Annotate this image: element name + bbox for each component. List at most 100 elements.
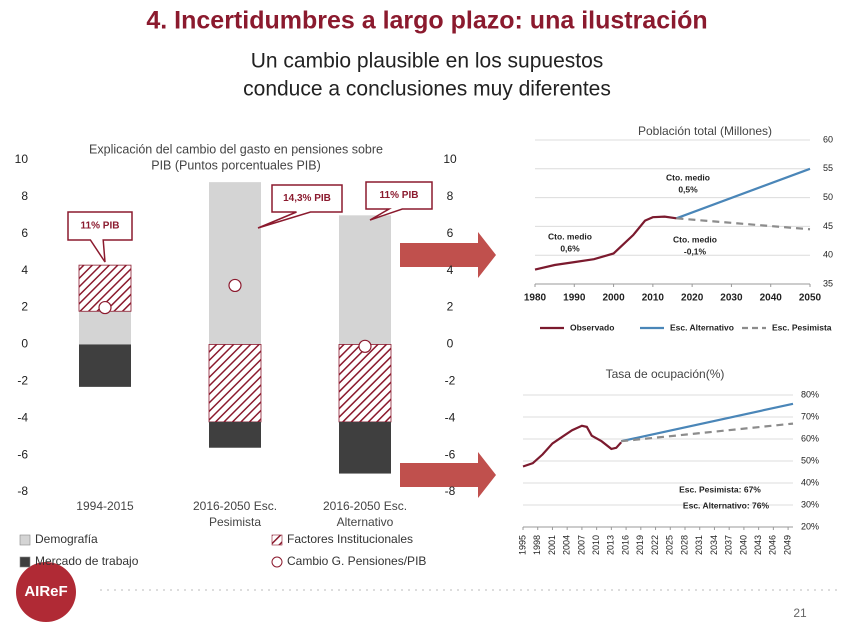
y-tick-label: 60 <box>823 134 833 144</box>
x-tick-label: 2019 <box>635 535 645 555</box>
y-tick-label: 60% <box>801 433 819 443</box>
bar-segment <box>339 215 391 345</box>
y2-tick-label: 2 <box>447 300 454 314</box>
annotation: Cto. medio <box>673 234 717 244</box>
y-tick-label: -6 <box>17 447 28 461</box>
y-tick-label: 50 <box>823 192 833 202</box>
y-tick-label: 10 <box>15 152 29 166</box>
legend-label: Observado <box>570 322 614 332</box>
y-tick-label: 40 <box>823 250 833 260</box>
x-tick-label: 2031 <box>694 535 704 555</box>
x-tick-label: 2030 <box>720 293 743 304</box>
legend-label: Cambio G. Pensiones/PIB <box>287 554 426 568</box>
y2-tick-label: -8 <box>445 484 456 498</box>
y2-tick-label: -4 <box>445 410 456 424</box>
y-tick-label: -4 <box>17 410 28 424</box>
annotation: 0,6% <box>560 243 580 253</box>
chart-title: Explicación del cambio del gasto en pens… <box>89 142 383 156</box>
callout <box>67 211 133 263</box>
legend-label: Factores Institucionales <box>287 532 413 546</box>
y2-tick-label: 4 <box>447 263 454 277</box>
x-tick-label: 2016-2050 Esc. <box>193 499 277 513</box>
arrow <box>400 232 496 278</box>
logo-text: AIReF <box>24 583 67 600</box>
chart-title: Tasa de ocupación(%) <box>606 367 725 381</box>
x-tick-label: 1980 <box>524 293 547 304</box>
line <box>676 167 811 220</box>
legend-swatch <box>271 534 283 546</box>
y-tick-label: 70% <box>801 411 819 421</box>
x-tick-label: 2034 <box>709 535 719 555</box>
line <box>620 402 794 443</box>
chart-title: Población total (Millones) <box>638 124 772 138</box>
x-tick-label: 2010 <box>642 293 665 304</box>
x-tick-label: 2043 <box>753 535 763 555</box>
x-tick-label: 2000 <box>602 293 625 304</box>
annotation: Esc. Alternativo: 76% <box>683 500 770 510</box>
y-tick-label: 20% <box>801 521 819 531</box>
slide-title: 4. Incertidumbres a largo plazo: una ilu… <box>146 7 707 35</box>
x-tick-label: 2022 <box>650 535 660 555</box>
y-tick-label: -2 <box>17 374 28 388</box>
bar-segment <box>79 344 131 387</box>
x-tick-label: 2020 <box>681 293 704 304</box>
x-tick-label: 1998 <box>532 535 542 555</box>
y2-tick-label: 8 <box>447 189 454 203</box>
y-tick-label: 30% <box>801 499 819 509</box>
annotation: Esc. Pesimista: 67% <box>679 484 761 494</box>
annotation: 11% PIB <box>380 190 419 201</box>
annotation: -0,1% <box>684 246 707 256</box>
y-tick-label: 40% <box>801 477 819 487</box>
x-tick-label: 2010 <box>591 535 601 555</box>
x-tick-label: 2050 <box>799 293 822 304</box>
annotation: Cto. medio <box>666 172 710 182</box>
annotation: 11% PIB <box>81 221 120 232</box>
bar-segment <box>209 421 261 448</box>
bar-segment <box>339 421 391 474</box>
page-number: 21 <box>793 606 807 620</box>
annotation: 0,5% <box>678 184 698 194</box>
y-tick-label: 0 <box>21 337 28 351</box>
y-tick-label: 2 <box>21 300 28 314</box>
x-tick-label: 2046 <box>768 535 778 555</box>
line <box>621 422 794 443</box>
callout <box>257 184 343 229</box>
x-tick-label: 2049 <box>782 535 792 555</box>
y-tick-label: 6 <box>21 226 28 240</box>
x-tick-label: 1990 <box>563 293 586 304</box>
x-tick-label: 2040 <box>760 293 783 304</box>
y-tick-label: -8 <box>17 484 28 498</box>
legend-label: Demografía <box>35 532 98 546</box>
bar-segment <box>208 344 262 423</box>
x-tick-label: 1995 <box>517 535 527 555</box>
subtitle: Un cambio plausible en los supuestos <box>251 50 604 73</box>
y-tick-label: 35 <box>823 278 833 288</box>
x-tick-label: 2016-2050 Esc. <box>323 499 407 513</box>
x-tick-label: 2037 <box>724 535 734 555</box>
y-tick-label: 8 <box>21 189 28 203</box>
subtitle: conduce a conclusiones muy diferentes <box>243 78 611 101</box>
y-tick-label: 80% <box>801 389 819 399</box>
line <box>676 217 811 231</box>
y-tick-label: 45 <box>823 221 833 231</box>
y2-tick-label: 10 <box>443 152 457 166</box>
arrow <box>400 452 496 498</box>
x-tick-label: 2016 <box>620 535 630 555</box>
y2-tick-label: 6 <box>447 226 454 240</box>
x-tick-label: 2004 <box>562 535 572 555</box>
chart-title: PIB (Puntos porcentuales PIB) <box>151 158 321 172</box>
line <box>534 215 677 271</box>
bar-segment <box>338 344 392 423</box>
bar-segment <box>209 182 261 345</box>
y-tick-label: 4 <box>21 263 28 277</box>
x-tick-label: 2013 <box>606 535 616 555</box>
marker <box>228 278 242 293</box>
y2-tick-label: -2 <box>445 374 456 388</box>
x-tick-label: Pesimista <box>209 515 261 529</box>
annotation: 14,3% PIB <box>283 193 331 204</box>
y-tick-label: 50% <box>801 455 819 465</box>
x-tick-label: 2028 <box>679 535 689 555</box>
marker <box>98 300 112 315</box>
legend-label: Mercado de trabajo <box>35 554 139 568</box>
